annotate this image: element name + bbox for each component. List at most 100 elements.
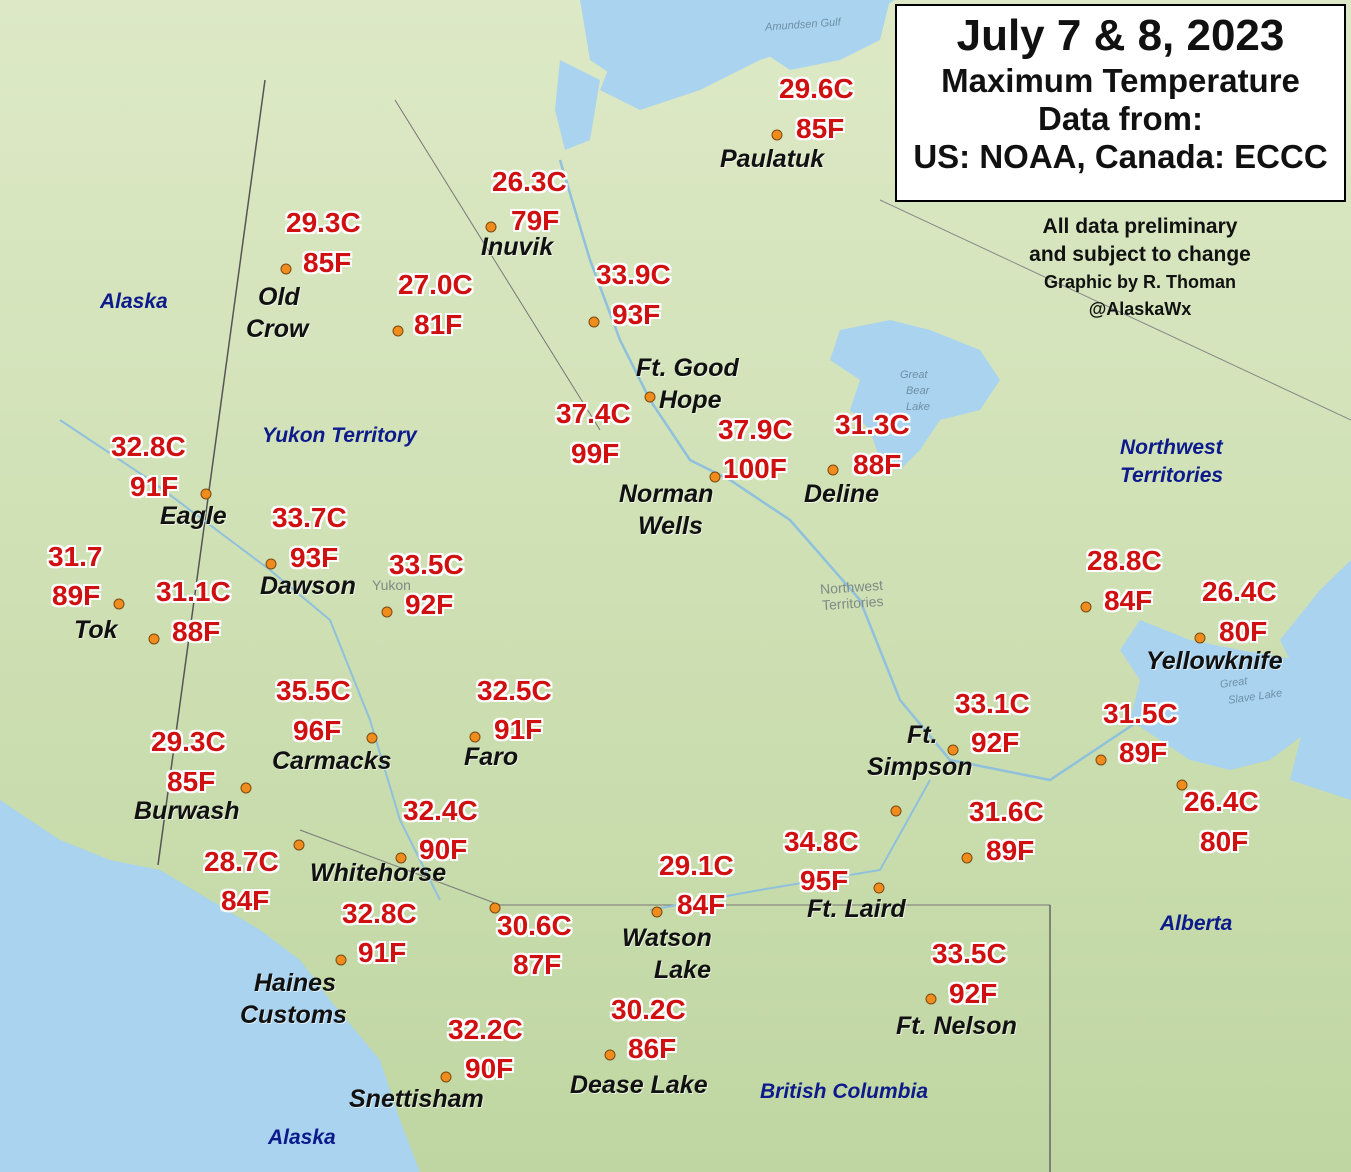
pacific-coast	[0, 820, 415, 1172]
region-nwt-2: Territories	[1120, 464, 1224, 487]
city-whitehorse: Whitehorse	[310, 859, 447, 887]
city-ft-simpson-1: Ft.	[907, 721, 938, 749]
dot-snettisham	[440, 1071, 452, 1083]
city-inuvik: Inuvik	[481, 233, 554, 261]
station-dots	[113, 129, 1206, 1083]
city-old-crow-2: Crow	[246, 315, 309, 343]
region-bc: British Columbia	[760, 1080, 929, 1103]
temp-c-311: 31.1C	[156, 576, 231, 607]
dot-288	[1080, 601, 1092, 613]
dot-296	[890, 805, 902, 817]
temp-f-old-crow: 85F	[303, 247, 352, 278]
dot-whitehorse	[395, 852, 407, 864]
temp-f-watson-lake: 84F	[677, 889, 726, 920]
city-haines-2: Customs	[240, 1001, 347, 1029]
dot-264b	[1176, 779, 1188, 791]
city-ft-good-hope-1: Ft. Good	[636, 354, 739, 382]
temp-f-ft-laird: 95F	[800, 865, 849, 896]
city-ft-simpson-2: Simpson	[867, 753, 973, 781]
dot-287	[293, 839, 305, 851]
nwt-faint-label-2: Territories	[821, 592, 884, 614]
temp-f-264-lower: 80F	[1200, 826, 1249, 857]
temp-f-316: 89F	[986, 835, 1035, 866]
temp-f-ft-simpson: 92F	[971, 727, 1020, 758]
nunavut-border	[879, 199, 1351, 421]
great-slave-lake	[1120, 620, 1330, 770]
dot-27	[392, 325, 404, 337]
temp-f-270: 81F	[414, 309, 463, 340]
arctic-coast	[580, 0, 650, 80]
dot-deline	[827, 464, 839, 476]
temp-f-tok: 89F	[52, 580, 101, 611]
dot-watson-lake	[651, 906, 663, 918]
temp-c-tok: 31.7	[48, 541, 103, 572]
temp-c-dawson: 33.7C	[272, 502, 347, 533]
credit-line4: @AlaskaWx	[1088, 299, 1192, 319]
credit-line1: All data preliminary	[1042, 215, 1238, 238]
temp-c-270: 27.0C	[398, 269, 473, 300]
temp-f-snettisham: 90F	[465, 1053, 514, 1084]
temp-c-335-yukon: 33.5C	[389, 549, 464, 580]
temp-f-315: 89F	[1119, 737, 1168, 768]
city-deline: Deline	[804, 480, 880, 508]
temp-c-whitehorse: 32.4C	[403, 795, 478, 826]
city-carmacks: Carmacks	[272, 747, 392, 775]
temp-c-watson-lake: 29.1C	[659, 850, 734, 881]
title-date: July 7 & 8, 2023	[956, 11, 1285, 60]
temp-c-ft-simpson: 33.1C	[955, 688, 1030, 719]
title-line2: Maximum Temperature	[941, 62, 1300, 99]
temp-c-burwash: 29.3C	[151, 726, 226, 757]
dot-old-crow	[280, 263, 292, 275]
temp-f-haines: 91F	[358, 937, 407, 968]
city-dease-lake: Dease Lake	[570, 1071, 708, 1099]
temp-f-yellowknife: 80F	[1219, 616, 1268, 647]
city-burwash: Burwash	[134, 797, 240, 825]
city-old-crow-1: Old	[258, 283, 300, 311]
yukon-nwt-border	[394, 99, 601, 431]
temp-f-287: 84F	[221, 885, 270, 916]
title-line3: Data from:	[1037, 100, 1204, 137]
temp-c-old-crow: 29.3C	[286, 207, 361, 238]
dot-335	[381, 606, 393, 618]
temp-f-paulatuk: 85F	[796, 113, 845, 144]
temp-f-burwash: 85F	[167, 766, 216, 797]
temp-f-335-yukon: 92F	[405, 589, 454, 620]
title-line4: US: NOAA, Canada: ECCC	[913, 138, 1328, 175]
great-bear-label-2: Bear	[906, 385, 930, 397]
city-paulatuk: Paulatuk	[720, 145, 825, 173]
city-tok: Tok	[74, 616, 118, 644]
temp-f-norman-wells: 100F	[723, 453, 787, 484]
temp-f-faro: 91F	[494, 714, 543, 745]
dot-316	[961, 852, 973, 864]
city-ft-good-hope-2: Hope	[659, 386, 722, 414]
temp-f-ft-good-hope: 99F	[571, 438, 620, 469]
city-eagle: Eagle	[160, 502, 227, 530]
temp-c-306: 30.6C	[497, 910, 572, 941]
region-alberta: Alberta	[1160, 912, 1233, 935]
temp-c-ft-good-hope: 37.4C	[556, 398, 631, 429]
alaska-yukon-border	[157, 79, 266, 866]
temp-f-306: 87F	[513, 949, 562, 980]
great-bear-label-3: Lake	[906, 401, 930, 413]
temp-c-faro: 32.5C	[477, 675, 552, 706]
city-ft-laird: Ft. Laird	[807, 895, 906, 923]
temp-c-316: 31.6C	[969, 796, 1044, 827]
dot-paulatuk	[771, 129, 783, 141]
temp-c-287: 28.7C	[204, 846, 279, 877]
temp-c-yellowknife: 26.4C	[1202, 576, 1277, 607]
dot-inuvik	[485, 221, 497, 233]
temp-f-288: 84F	[1104, 585, 1153, 616]
dot-faro	[469, 731, 481, 743]
temp-f-dease-lake: 86F	[628, 1033, 677, 1064]
temp-c-ft-nelson: 33.5C	[932, 938, 1007, 969]
dot-ft-simpson	[947, 744, 959, 756]
city-dawson: Dawson	[260, 572, 356, 600]
dot-ft-laird	[873, 882, 885, 894]
region-alaska-south: Alaska	[268, 1126, 336, 1149]
dot-339	[588, 316, 600, 328]
credits: All data preliminary and subject to chan…	[1005, 213, 1275, 323]
temp-c-snettisham: 32.2C	[448, 1014, 523, 1045]
yukon-faint-label: Yukon	[372, 577, 411, 593]
temp-f-carmacks: 96F	[293, 715, 342, 746]
yukon-river	[59, 419, 441, 901]
